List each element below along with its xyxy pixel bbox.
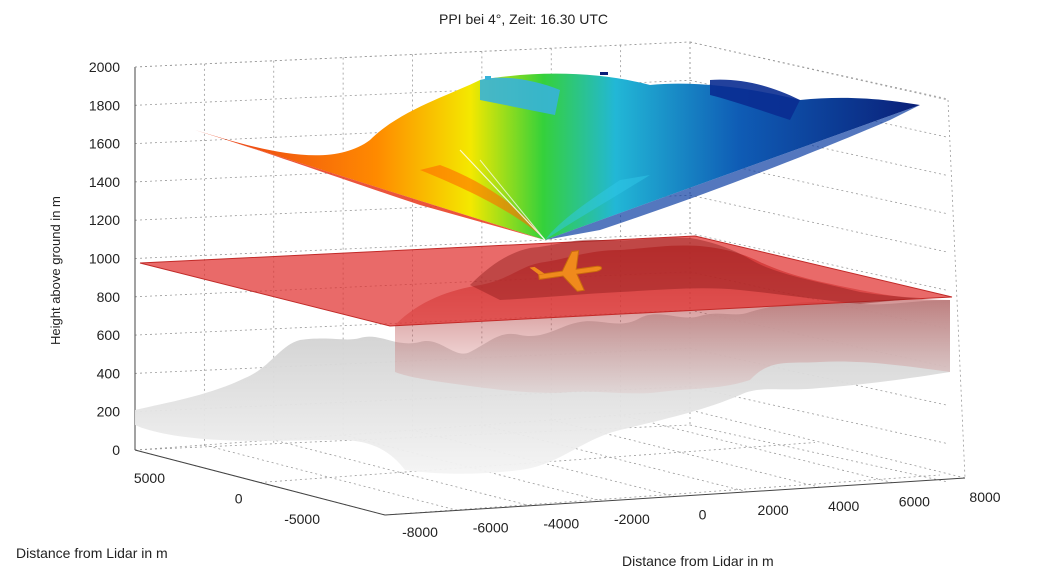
z-gridline-right [689, 424, 949, 483]
x-tick-label: 8000 [969, 489, 1000, 505]
z-tick-label: 1800 [89, 97, 120, 113]
z-tick-label: 1600 [89, 136, 120, 152]
z-tick-label: 800 [97, 289, 121, 305]
x-gridline-floor [481, 424, 748, 493]
axis-ticks: 0 200 400 600 800 1000 1200 1400 1600 1800 2000 -80… [89, 59, 1001, 540]
z-gridline-right [689, 118, 949, 176]
z-tick-label: 1400 [89, 174, 120, 190]
z-gridline-right [689, 348, 949, 406]
frame-top-right [689, 41, 949, 101]
x-axis-label: Distance from Lidar in m [622, 553, 774, 569]
z-tick-label: 1200 [89, 212, 120, 228]
z-tick-label: 400 [97, 365, 121, 381]
z-tick-label: 600 [97, 327, 121, 343]
flight-plane-edge [139, 235, 953, 327]
x-tick-label: -6000 [473, 520, 509, 536]
y-tick-label: 5000 [134, 470, 165, 486]
x-tick-label: -8000 [402, 524, 438, 540]
frame-right [947, 99, 966, 479]
x-tick-label: 0 [699, 507, 707, 523]
x-tick-label: -2000 [614, 511, 650, 527]
airplane-icon [529, 250, 603, 292]
z-tick-label: 200 [97, 404, 121, 420]
y-axis-label: Distance from Lidar in m [16, 545, 168, 561]
z-gridline-right [689, 79, 949, 138]
y-tick-label: 0 [235, 491, 243, 507]
z-tick-label: 0 [112, 442, 120, 458]
lidar-scan-fan [195, 72, 920, 241]
axis-edge-x [384, 477, 966, 516]
chart-title: PPI bei 4°, Zeit: 16.30 UTC [438, 11, 608, 27]
x-gridline-floor [620, 414, 893, 484]
x-tick-label: -4000 [543, 515, 579, 531]
z-gridline-right [689, 156, 949, 215]
z-gridline-right [689, 386, 949, 445]
x-tick-label: 2000 [758, 502, 789, 518]
x-gridline-floor [689, 409, 966, 479]
z-tick-label: 1000 [89, 251, 120, 267]
z-gridline-right [689, 41, 949, 100]
z-gridline-right [689, 194, 949, 253]
z-tick-label: 2000 [89, 59, 120, 75]
z-axis-label: Height above ground in m [48, 196, 63, 345]
z-gridline-right [689, 233, 949, 291]
x-gridline-floor [273, 439, 531, 507]
x-tick-label: 6000 [899, 493, 930, 509]
x-tick-label: 4000 [828, 498, 859, 514]
axis-edge-y [134, 449, 386, 516]
y-tick-label: -5000 [284, 511, 320, 527]
flight-plane [140, 236, 952, 326]
